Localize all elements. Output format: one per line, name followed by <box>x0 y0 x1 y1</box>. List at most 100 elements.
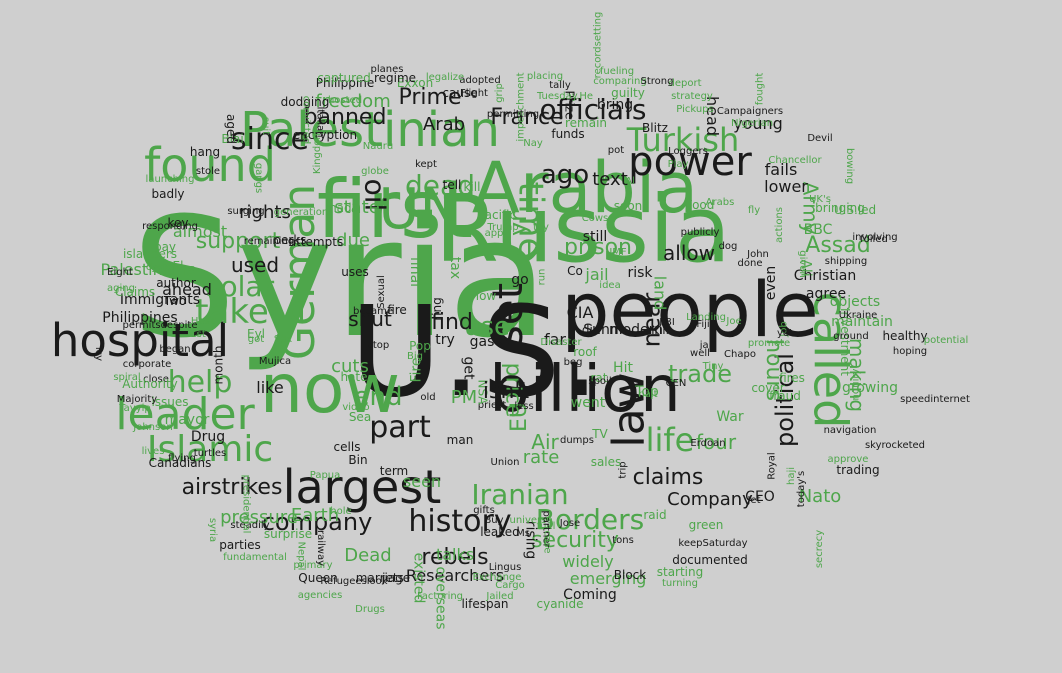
cloud-word: hate <box>340 370 368 384</box>
cloud-word: Arabia <box>471 147 699 229</box>
cloud-word: John <box>747 249 769 260</box>
cloud-word: Hit <box>613 360 633 376</box>
cloud-word: jets <box>382 571 404 585</box>
cloud-word: seen <box>402 472 442 491</box>
cloud-word: ground <box>833 331 869 342</box>
cloud-word: agree <box>805 286 847 302</box>
cloud-word: due <box>336 230 370 251</box>
cloud-word: Russia <box>435 176 731 283</box>
cloud-word: aged <box>223 114 238 144</box>
cloud-word: gangs <box>253 162 264 194</box>
cloud-word: went <box>570 395 606 411</box>
cloud-word: security <box>531 528 619 553</box>
cloud-word: largest <box>282 460 442 514</box>
cloud-word: Mujica <box>258 356 292 367</box>
cloud-word: Top <box>635 384 659 400</box>
cloud-word: legalize <box>425 72 465 83</box>
cloud-word: aging <box>107 283 135 294</box>
cloud-word: Royal <box>766 452 778 480</box>
cloud-word: icy <box>92 346 104 362</box>
cloud-word: gas <box>469 334 495 350</box>
cloud-word: found <box>144 138 276 192</box>
cloud-word: Food <box>685 198 715 212</box>
cloud-word: UN <box>378 177 462 242</box>
cloud-word: dodging <box>280 95 330 109</box>
cloud-word: promote <box>747 338 791 349</box>
cloud-word: Play <box>667 159 689 170</box>
cloud-word: impeachment <box>515 72 527 142</box>
cloud-word: Ms <box>516 528 530 539</box>
cloud-word: Jet <box>747 495 761 506</box>
cloud-word: close <box>143 374 169 385</box>
cloud-word: modern <box>608 322 664 338</box>
cloud-word: pot <box>607 145 625 156</box>
cloud-word: cuts <box>331 356 369 377</box>
cloud-word: Majority <box>116 394 158 405</box>
cloud-word: secrecy <box>813 529 825 569</box>
cloud-word: documented <box>672 553 748 567</box>
cloud-word: prison <box>564 235 632 260</box>
cloud-word: jail <box>585 265 609 284</box>
cloud-word: Cargo <box>495 580 525 591</box>
cloud-word: surging <box>227 206 265 217</box>
cloud-word: green <box>688 518 724 532</box>
cloud-word: rising <box>522 520 538 560</box>
cloud-word: tally <box>549 80 571 91</box>
cloud-word: hang <box>189 145 221 159</box>
cloud-word: man <box>446 433 474 447</box>
cloud-word: less <box>514 401 534 412</box>
cloud-word: support <box>195 229 281 254</box>
cloud-word: still <box>582 229 608 245</box>
cloud-word: planes <box>370 64 404 75</box>
cloud-word: cover <box>751 381 785 395</box>
cloud-word: railway <box>315 529 326 567</box>
cloud-word: convicted <box>299 95 311 145</box>
cloud-word: isn't <box>482 379 530 404</box>
cloud-word: guilty <box>611 86 645 100</box>
cloud-word: encryption <box>292 128 358 142</box>
cloud-word: potential <box>923 335 969 346</box>
cloud-word: growing <box>842 380 898 396</box>
cloud-word: healthy <box>882 329 928 343</box>
cloud-word: fly <box>747 205 761 216</box>
cloud-word: remaining <box>243 236 295 247</box>
cloud-word: kept <box>415 159 437 170</box>
cloud-word: surprise <box>263 527 313 541</box>
cloud-word: keepSaturday <box>678 538 748 549</box>
cloud-word: fundamental <box>223 552 287 563</box>
cloud-word: people <box>561 265 819 354</box>
cloud-word: lower <box>764 177 808 196</box>
cloud-word: involving <box>852 232 898 243</box>
cloud-word: fraud <box>769 389 801 403</box>
cloud-word: uses <box>341 265 369 279</box>
cloud-word: dog <box>718 241 738 252</box>
cloud-word: widely <box>562 552 614 571</box>
cloud-word: agencies <box>297 590 343 601</box>
cloud-word: 1st <box>190 329 206 340</box>
cloud-word: pressure <box>220 507 298 528</box>
cloud-word: claims <box>632 465 704 490</box>
cloud-word: Turkish <box>626 121 740 159</box>
cloud-word: gifts <box>473 505 495 516</box>
cloud-word: navigation <box>823 425 877 436</box>
cloud-word: placing <box>526 71 564 82</box>
cloud-word: corporate <box>122 359 172 370</box>
cloud-word: comparing <box>593 76 647 87</box>
cloud-word: Immigrants <box>119 292 201 308</box>
cloud-word: allow <box>663 241 715 265</box>
cloud-word: got <box>247 334 265 345</box>
cloud-word: permitting <box>486 109 540 120</box>
cloud-word: rights <box>239 202 291 223</box>
cloud-word: soon <box>613 199 643 213</box>
cloud-word: Researchers <box>405 566 505 585</box>
cloud-word: Cows <box>581 213 609 224</box>
cloud-word: Chancellor <box>768 155 822 166</box>
cloud-word: ahead <box>162 280 212 299</box>
cloud-word: like <box>256 378 284 397</box>
cloud-word: solar <box>205 270 275 303</box>
cloud-word: ring <box>430 297 444 321</box>
cloud-word: Assad <box>805 233 871 258</box>
cloud-word: Eyl <box>246 327 266 341</box>
cloud-word: Ukraine <box>838 310 878 321</box>
cloud-word: banned <box>303 105 387 130</box>
